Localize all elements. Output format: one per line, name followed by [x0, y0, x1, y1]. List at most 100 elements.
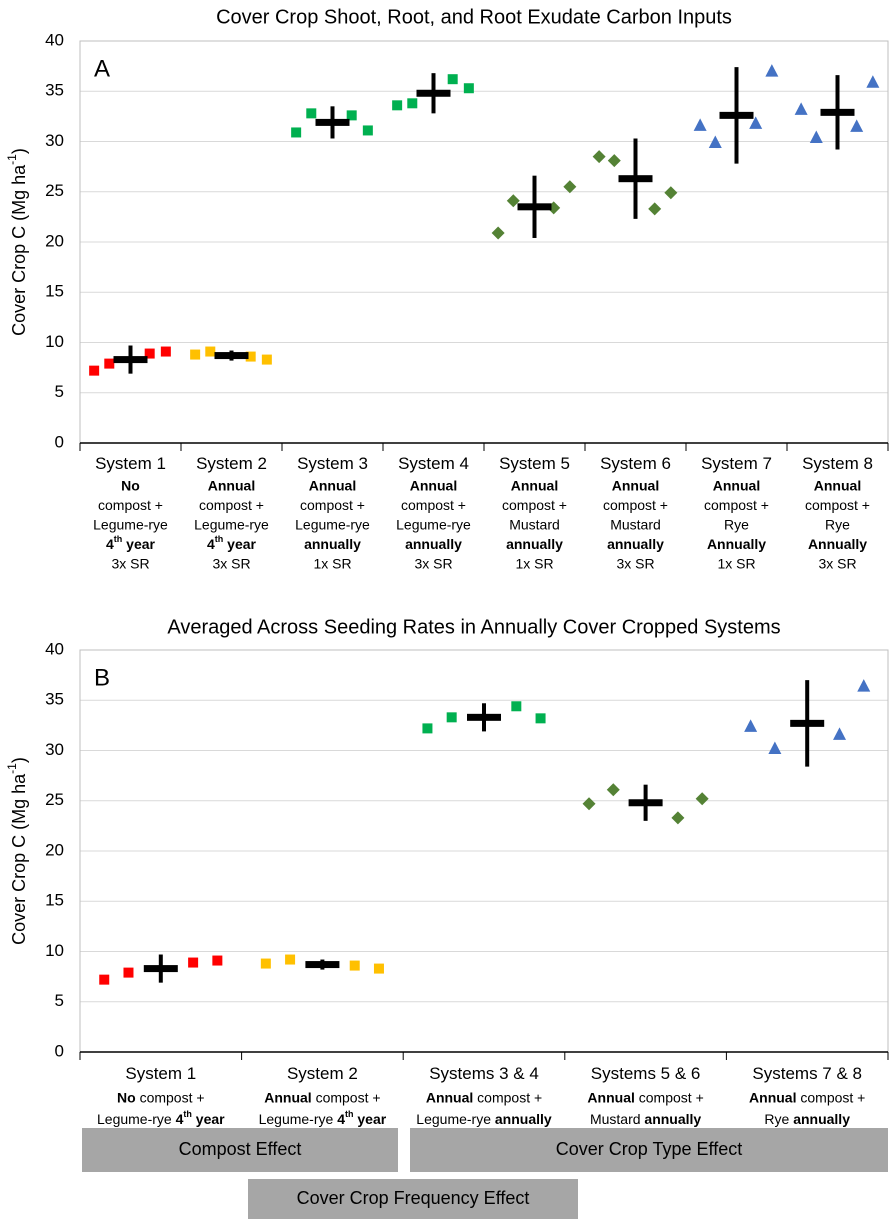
text-run: compost +: [805, 497, 870, 513]
data-point: [205, 346, 216, 357]
y-tick-label: 40: [45, 30, 64, 49]
x-tick-label: Legume-rye annually: [416, 1111, 552, 1127]
data-point: [857, 679, 871, 692]
x-tick-label: Annual: [713, 477, 760, 493]
data-point: [285, 954, 296, 965]
y-axis-label: Cover Crop C (Mg ha-1): [5, 757, 29, 945]
text-run: Annual: [264, 1089, 311, 1105]
y-tick-label: 35: [45, 81, 64, 100]
text-run: Mustard: [590, 1111, 644, 1127]
x-tick-label: Annual compost +: [587, 1089, 703, 1105]
mean-bar: [517, 203, 552, 211]
y-tick-label: 15: [45, 282, 64, 301]
text-run: compost +: [300, 497, 365, 513]
data-point: [104, 358, 115, 369]
text-run: annually: [506, 536, 563, 552]
y-tick-label: 5: [55, 991, 64, 1010]
text-run: Annual: [208, 477, 255, 493]
text-run: 1x SR: [515, 555, 553, 571]
data-point: [695, 792, 709, 806]
text-run: Legume-rye: [194, 516, 269, 532]
text-run: Annually: [707, 536, 766, 552]
data-point: [794, 102, 808, 115]
x-tick-label: System 7: [701, 454, 772, 473]
text-run: annually: [607, 536, 664, 552]
x-tick-label: System 1: [125, 1064, 196, 1083]
text-run: compost +: [98, 497, 163, 513]
y-tick-label: 30: [45, 740, 64, 759]
y-tick-label: 35: [45, 690, 64, 709]
text-run: 4: [337, 1111, 345, 1127]
data-point: [582, 797, 596, 811]
x-tick-label: compost +: [98, 497, 163, 513]
text-run: Annually: [808, 536, 867, 552]
data-point: [768, 741, 782, 754]
text-run: annually: [304, 536, 361, 552]
x-tick-label: Systems 7 & 8: [752, 1064, 862, 1083]
text-run: Rye: [764, 1111, 793, 1127]
x-tick-label: Annual: [410, 477, 457, 493]
text-run: Legume-rye: [416, 1111, 495, 1127]
text-run: Annual: [749, 1089, 796, 1105]
x-tick-label: System 8: [802, 454, 873, 473]
text-run: Cover Crop C (Mg ha: [9, 773, 29, 945]
text-run: compost +: [796, 1089, 865, 1105]
text-run: annually: [793, 1111, 850, 1127]
x-tick-label: compost +: [704, 497, 769, 513]
text-run: compost +: [136, 1089, 205, 1105]
x-tick-label: Annual: [309, 477, 356, 493]
text-run: 3x SR: [111, 555, 149, 571]
data-point: [190, 349, 201, 360]
y-tick-label: 25: [45, 181, 64, 200]
x-tick-label: System 2: [196, 454, 267, 473]
data-point: [693, 118, 707, 131]
text-run: Annual: [309, 477, 356, 493]
x-tick-label: Systems 3 & 4: [429, 1064, 539, 1083]
text-run: Mustard: [509, 516, 560, 532]
data-point: [491, 226, 505, 240]
x-tick-label: Legume-rye: [396, 516, 471, 532]
x-tick-label: 3x SR: [212, 555, 250, 571]
x-tick-label: System 2: [287, 1064, 358, 1083]
x-tick-label: annually: [304, 536, 361, 552]
data-point: [749, 116, 763, 129]
text-run: Rye: [724, 516, 749, 532]
x-tick-label: Annual compost +: [264, 1089, 380, 1105]
data-point: [446, 712, 457, 723]
x-tick-label: 1x SR: [515, 555, 553, 571]
data-point: [833, 727, 847, 740]
text-run: compost +: [199, 497, 264, 513]
data-point: [708, 135, 722, 149]
x-tick-label: Legume-rye 4th year: [259, 1109, 387, 1126]
text-run: System 5: [499, 454, 570, 473]
text-run: Legume-rye: [295, 516, 370, 532]
panel-label: A: [94, 55, 110, 82]
data-point: [671, 811, 685, 825]
x-tick-label: Annual: [511, 477, 558, 493]
text-run: annually: [495, 1111, 552, 1127]
effect-label: Cover Crop Type Effect: [556, 1139, 742, 1159]
x-tick-label: Annual: [208, 477, 255, 493]
x-tick-label: System 4: [398, 454, 469, 473]
x-tick-label: compost +: [401, 497, 466, 513]
text-run: Legume-rye: [97, 1111, 176, 1127]
text-run: compost +: [502, 497, 567, 513]
text-run: No: [121, 477, 140, 493]
data-point: [261, 354, 272, 365]
effect-box: [410, 1128, 888, 1172]
data-point: [407, 98, 418, 109]
text-run: Cover Crop C (Mg ha: [9, 164, 29, 336]
x-tick-label: annually: [607, 536, 664, 552]
x-tick-label: compost +: [603, 497, 668, 513]
x-tick-label: 3x SR: [818, 555, 856, 571]
data-point: [160, 346, 171, 357]
text-run: year: [122, 536, 155, 552]
data-point: [535, 713, 546, 724]
data-point: [349, 960, 360, 971]
text-run: compost +: [473, 1089, 542, 1105]
effect-label: Compost Effect: [179, 1139, 302, 1159]
text-run: Annual: [426, 1089, 473, 1105]
text-run: 4: [106, 536, 114, 552]
text-run: Systems 3 & 4: [429, 1064, 539, 1083]
